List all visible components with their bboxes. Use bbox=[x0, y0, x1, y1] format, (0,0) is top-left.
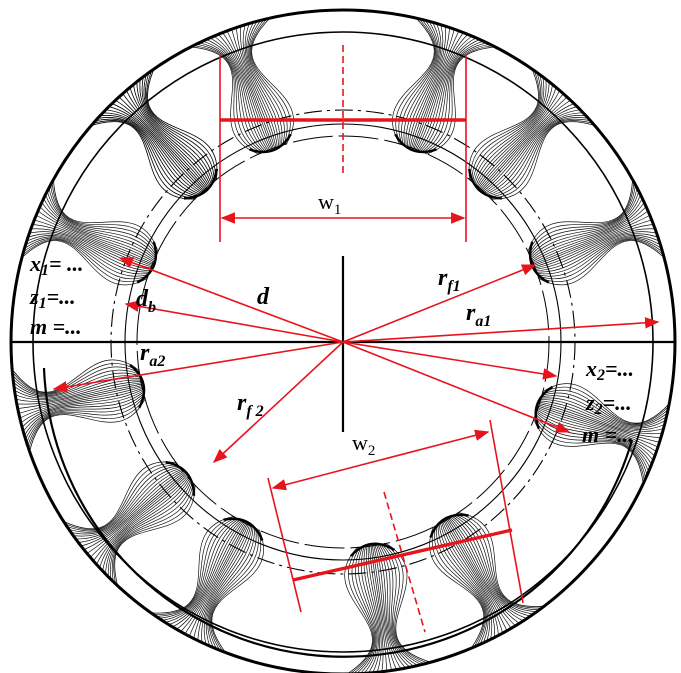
gear2-z: z2=... bbox=[585, 390, 632, 418]
ra2-arrow bbox=[52, 341, 344, 393]
db-arrow bbox=[124, 300, 344, 343]
gear1-params: x1= ... z1=... m =... bbox=[29, 251, 84, 339]
tooth-envelope bbox=[11, 149, 159, 286]
d-arrow bbox=[118, 257, 344, 343]
w2-arrow bbox=[271, 429, 490, 491]
tooth-envelope bbox=[468, 42, 623, 200]
dimension-labels: w1 w2 d db ra2 rf 2 rf1 ra1 bbox=[136, 189, 491, 459]
gear2-params: x2=... z2=... m =... bbox=[582, 356, 634, 447]
tooth-envelope bbox=[392, 10, 526, 155]
w2-right-ext bbox=[489, 419, 524, 604]
label-rf1: rf1 bbox=[438, 265, 461, 295]
rf2-arrow bbox=[212, 341, 344, 463]
gear1-x: x1= ... bbox=[29, 251, 84, 279]
label-rf2: rf 2 bbox=[237, 390, 264, 420]
w2-left-ext bbox=[267, 477, 302, 613]
gear1-m: m =... bbox=[30, 314, 82, 339]
radial-arrow-lower-right bbox=[342, 341, 571, 433]
gear2-x: x2=... bbox=[585, 356, 634, 384]
rf1-arrow bbox=[342, 264, 537, 343]
gear1-z: z1=... bbox=[29, 284, 76, 312]
dimension-lines bbox=[52, 45, 660, 633]
tooth-envelope bbox=[121, 516, 264, 673]
tooth-envelope bbox=[533, 380, 675, 514]
label-ra2: ra2 bbox=[140, 340, 165, 370]
label-ra1: ra1 bbox=[466, 300, 491, 330]
label-w1: w1 bbox=[318, 189, 341, 218]
w2-chord bbox=[292, 528, 513, 582]
w2-centerline bbox=[383, 491, 426, 633]
lower-arc bbox=[42, 367, 634, 658]
tooth-envelope bbox=[160, 10, 294, 155]
tooth-envelope bbox=[37, 460, 196, 615]
tooth-envelope bbox=[11, 344, 146, 482]
label-db: db bbox=[136, 286, 156, 316]
radial-arrow-right bbox=[342, 341, 558, 380]
tooth-envelope bbox=[429, 512, 574, 672]
tooth-envelope bbox=[527, 149, 675, 286]
gear2-m: m =... bbox=[582, 422, 634, 447]
tooth-envelope bbox=[63, 42, 218, 200]
ra1-arrow bbox=[342, 317, 660, 343]
label-w2: w2 bbox=[352, 430, 375, 459]
label-d: d bbox=[257, 284, 270, 310]
